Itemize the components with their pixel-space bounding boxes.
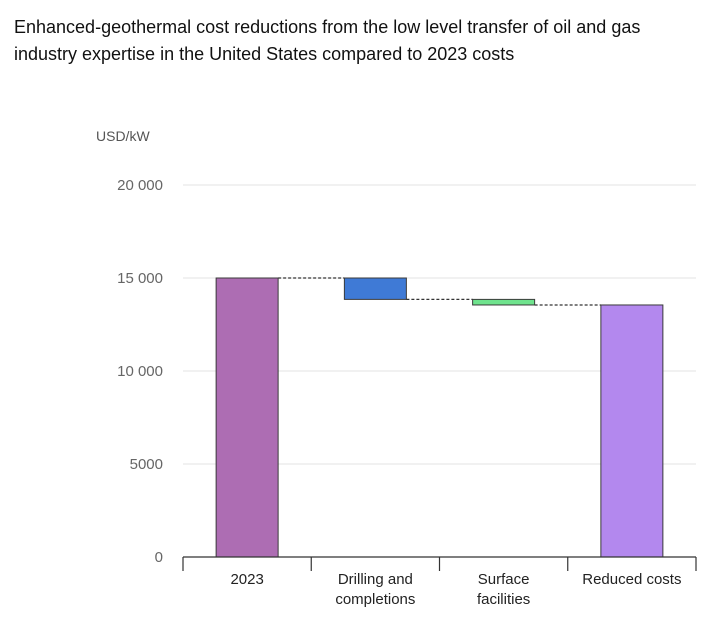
bars [215, 277, 664, 558]
x-category-label: facilities [477, 591, 530, 608]
y-tick-label: 0 [155, 549, 163, 566]
bar-surface-facilities [472, 298, 536, 306]
x-category-label: completions [335, 591, 415, 608]
x-category-label: Surface [478, 571, 530, 588]
y-axis-unit-label: USD/kW [96, 128, 150, 144]
x-axis [182, 556, 697, 571]
y-axis-ticks: 0 5000 10 000 15 000 20 000 [117, 177, 163, 566]
x-category-label: Drilling and [338, 571, 413, 588]
y-tick-label: 10 000 [117, 363, 163, 380]
x-axis-category-labels: 2023 Drilling and completions Surface facili… [230, 571, 681, 608]
y-tick-label: 15 000 [117, 270, 163, 287]
x-category-label: 2023 [230, 571, 263, 588]
bar-reduced-costs [600, 304, 664, 558]
connector-lines [278, 277, 601, 306]
bar-drilling-and-completions [343, 277, 407, 300]
chart-title: Enhanced-geothermal cost reductions from… [14, 17, 641, 64]
y-tick-label: 20 000 [117, 177, 163, 194]
y-tick-label: 5000 [130, 456, 163, 473]
bar-2023 [215, 277, 279, 558]
x-category-label: Reduced costs [582, 571, 681, 588]
